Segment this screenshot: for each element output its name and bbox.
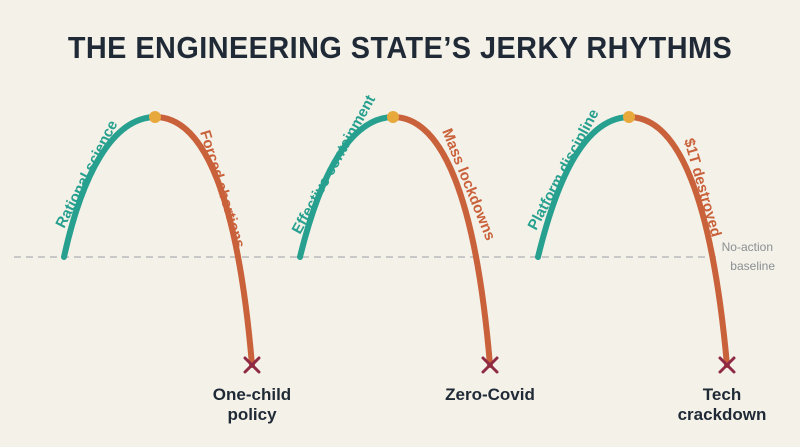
peak-marker bbox=[149, 111, 161, 123]
collapse-x-icon bbox=[718, 356, 736, 374]
fall-curve bbox=[626, 114, 730, 368]
policy-label-line2: crackdown bbox=[677, 405, 767, 424]
cycle-tech-crackdown: Platform discipline $1T destroyed bbox=[525, 106, 736, 374]
collapse-x-icon bbox=[243, 356, 261, 374]
rise-label: Platform discipline bbox=[525, 106, 603, 232]
cycle-one-child: Rational science Forced abortions bbox=[52, 111, 261, 374]
policy-label-tech-crackdown: Tech crackdown bbox=[652, 385, 792, 425]
collapse-x-icon bbox=[481, 356, 499, 374]
peak-marker bbox=[387, 111, 399, 123]
rise-label: Effective containment bbox=[289, 92, 379, 237]
peak-marker bbox=[623, 111, 635, 123]
rise-curve bbox=[297, 114, 396, 260]
policy-label-one-child: One-child policy bbox=[182, 385, 322, 425]
baseline-label-line1: No-action bbox=[722, 240, 773, 254]
rise-curve bbox=[61, 114, 158, 260]
fall-label: Forced abortions bbox=[196, 128, 248, 250]
policy-label-line2: policy bbox=[227, 405, 277, 424]
policy-label-line1: Zero-Covid bbox=[445, 385, 535, 404]
cycle-zero-covid: Effective containment Mass lockdowns bbox=[289, 92, 499, 374]
baseline-label-line2: baseline bbox=[730, 259, 775, 273]
fall-curve bbox=[152, 114, 255, 368]
fall-curve bbox=[390, 114, 493, 368]
policy-label-zero-covid: Zero-Covid bbox=[420, 385, 560, 405]
rise-curve bbox=[535, 114, 632, 260]
policy-label-line1: Tech bbox=[702, 385, 742, 404]
diagram-title: THE ENGINEERING STATE’S JERKY RHYTHMS bbox=[67, 30, 733, 65]
policy-label-line1: One-child bbox=[212, 385, 292, 404]
rise-label: Rational science bbox=[52, 118, 121, 231]
